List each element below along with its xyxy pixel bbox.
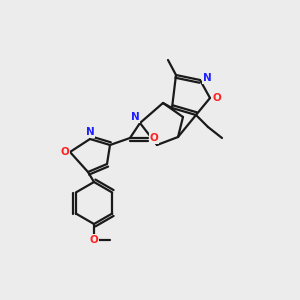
Text: N: N (85, 127, 94, 137)
Text: O: O (61, 147, 69, 157)
Text: N: N (202, 73, 211, 83)
Text: N: N (130, 112, 140, 122)
Text: O: O (90, 235, 98, 245)
Text: O: O (213, 93, 221, 103)
Text: O: O (150, 133, 158, 143)
